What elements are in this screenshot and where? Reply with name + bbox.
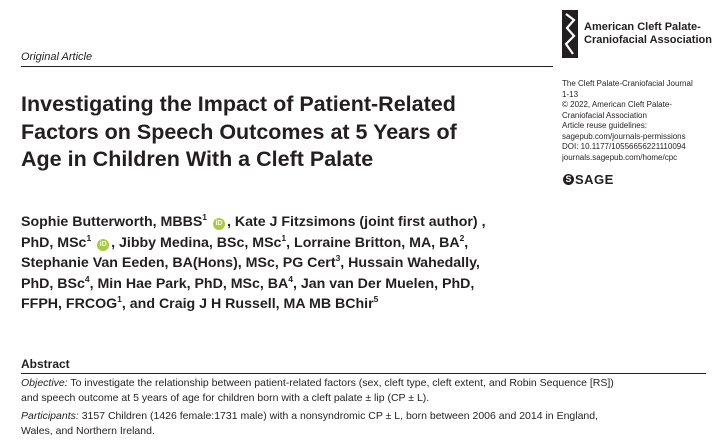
author-degree: PhD, MSc	[21, 234, 87, 251]
copyright-holder: Craniofacial Association	[562, 110, 647, 120]
sage-logo-text: SAGE	[575, 171, 614, 187]
affiliation-marker: 4	[84, 273, 90, 284]
author-name: , Hussain Wahedally,	[340, 255, 480, 271]
objective-text: To investigate the relationship between …	[67, 377, 614, 389]
affiliation-marker: 1	[86, 232, 92, 243]
affiliation-marker: 4	[288, 273, 294, 284]
abstract-divider	[21, 373, 706, 374]
author-name: Sophie Butterworth, MBBS	[21, 214, 203, 230]
author-name: , Jibby Medina, BSc, MSc	[111, 234, 282, 251]
journal-name: The Cleft Palate-Craniofacial Journal	[562, 79, 693, 88]
affiliation-marker: 3	[335, 253, 341, 263]
affiliation-marker: 2	[459, 232, 465, 243]
header-divider	[21, 66, 553, 67]
sage-logo-icon: S	[563, 173, 574, 185]
separator: ,	[464, 234, 469, 251]
author-line: Sophie Butterworth, MBBS1 iD, Kate J Fit…	[21, 212, 561, 233]
org-name-line1: American Cleft Palate-	[584, 21, 701, 33]
participants-line1: Participants: 3157 Children (1426 female…	[21, 409, 711, 424]
participants-text: 3157 Children (1426 female:1731 male) wi…	[78, 410, 599, 422]
affiliation-marker: 5	[373, 294, 379, 304]
copyright-line: © 2022, American Cleft Palate-	[562, 100, 672, 109]
author-line: PhD, MSc1 iD, Jibby Medina, BSc, MSc1, L…	[21, 233, 561, 254]
affiliation-marker: 1	[117, 294, 122, 304]
author-name: , Min Hae Park, PhD, MSc, BA	[89, 275, 289, 292]
sage-logo: S SAGE	[563, 171, 614, 187]
article-type: Original Article	[21, 51, 93, 63]
journal-info: The Cleft Palate-Craniofacial Journal 1-…	[562, 79, 712, 163]
author-line: FFPH, FRCOG1, and Craig J H Russell, MA …	[21, 294, 561, 315]
title-line1: Investigating the Impact of Patient-Rela…	[21, 92, 456, 116]
objective-line2: and speech outcome at 5 years of age for…	[21, 391, 430, 404]
objective-label: Objective:	[21, 377, 68, 389]
reuse-guidelines-label: Article reuse guidelines:	[562, 121, 647, 130]
author-name: , Kate J Fitzsimons (joint first author)…	[226, 214, 486, 230]
author-name: , and Craig J H Russell, MA MB BChir	[121, 296, 374, 312]
participants-line2: Wales, and Northern Ireland.	[21, 424, 155, 437]
journal-home-link[interactable]: journals.sagepub.com/home/cpc	[562, 152, 678, 162]
organization-name: American Cleft Palate- Craniofacial Asso…	[584, 21, 714, 47]
doi[interactable]: DOI: 10.1177/10556656221110094	[562, 142, 686, 151]
author-degree: PhD, BSc	[21, 275, 85, 292]
affiliation-marker: 1	[202, 212, 208, 222]
abstract-objective: Objective: To investigate the relationsh…	[21, 376, 711, 405]
orcid-icon[interactable]: iD	[97, 238, 110, 251]
abstract-heading: Abstract	[21, 357, 70, 371]
participants-label: Participants:	[21, 410, 79, 422]
author-name: , Jan van Der Muelen, PhD,	[293, 275, 475, 292]
orcid-icon[interactable]: iD	[212, 218, 225, 230]
affiliation-marker: 1	[281, 232, 287, 243]
title-line2: Factors on Speech Outcomes at 5 Years of	[21, 119, 457, 144]
author-name: Stephanie Van Eeden, BA(Hons), MSc, PG C…	[21, 255, 336, 271]
author-line: Stephanie Van Eeden, BA(Hons), MSc, PG C…	[21, 253, 561, 274]
org-name-line2: Craniofacial Association	[584, 34, 712, 46]
title-line3: Age in Children With a Cleft Palate	[21, 147, 374, 171]
abstract-participants: Participants: 3157 Children (1426 female…	[21, 409, 711, 438]
author-line: PhD, BSc4, Min Hae Park, PhD, MSc, BA4, …	[21, 274, 561, 295]
author-list: Sophie Butterworth, MBBS1 iD, Kate J Fit…	[21, 212, 561, 315]
objective-line1: Objective: To investigate the relationsh…	[21, 376, 711, 391]
acpa-logo-icon	[562, 10, 578, 58]
author-name: , Lorraine Britton, MA, BA	[286, 234, 460, 251]
article-title: Investigating the Impact of Patient-Rela…	[21, 91, 541, 174]
author-degree: FFPH, FRCOG	[21, 296, 118, 312]
permissions-link[interactable]: sagepub.com/journals-permissions	[562, 131, 686, 141]
page-range: 1-13	[562, 89, 579, 99]
